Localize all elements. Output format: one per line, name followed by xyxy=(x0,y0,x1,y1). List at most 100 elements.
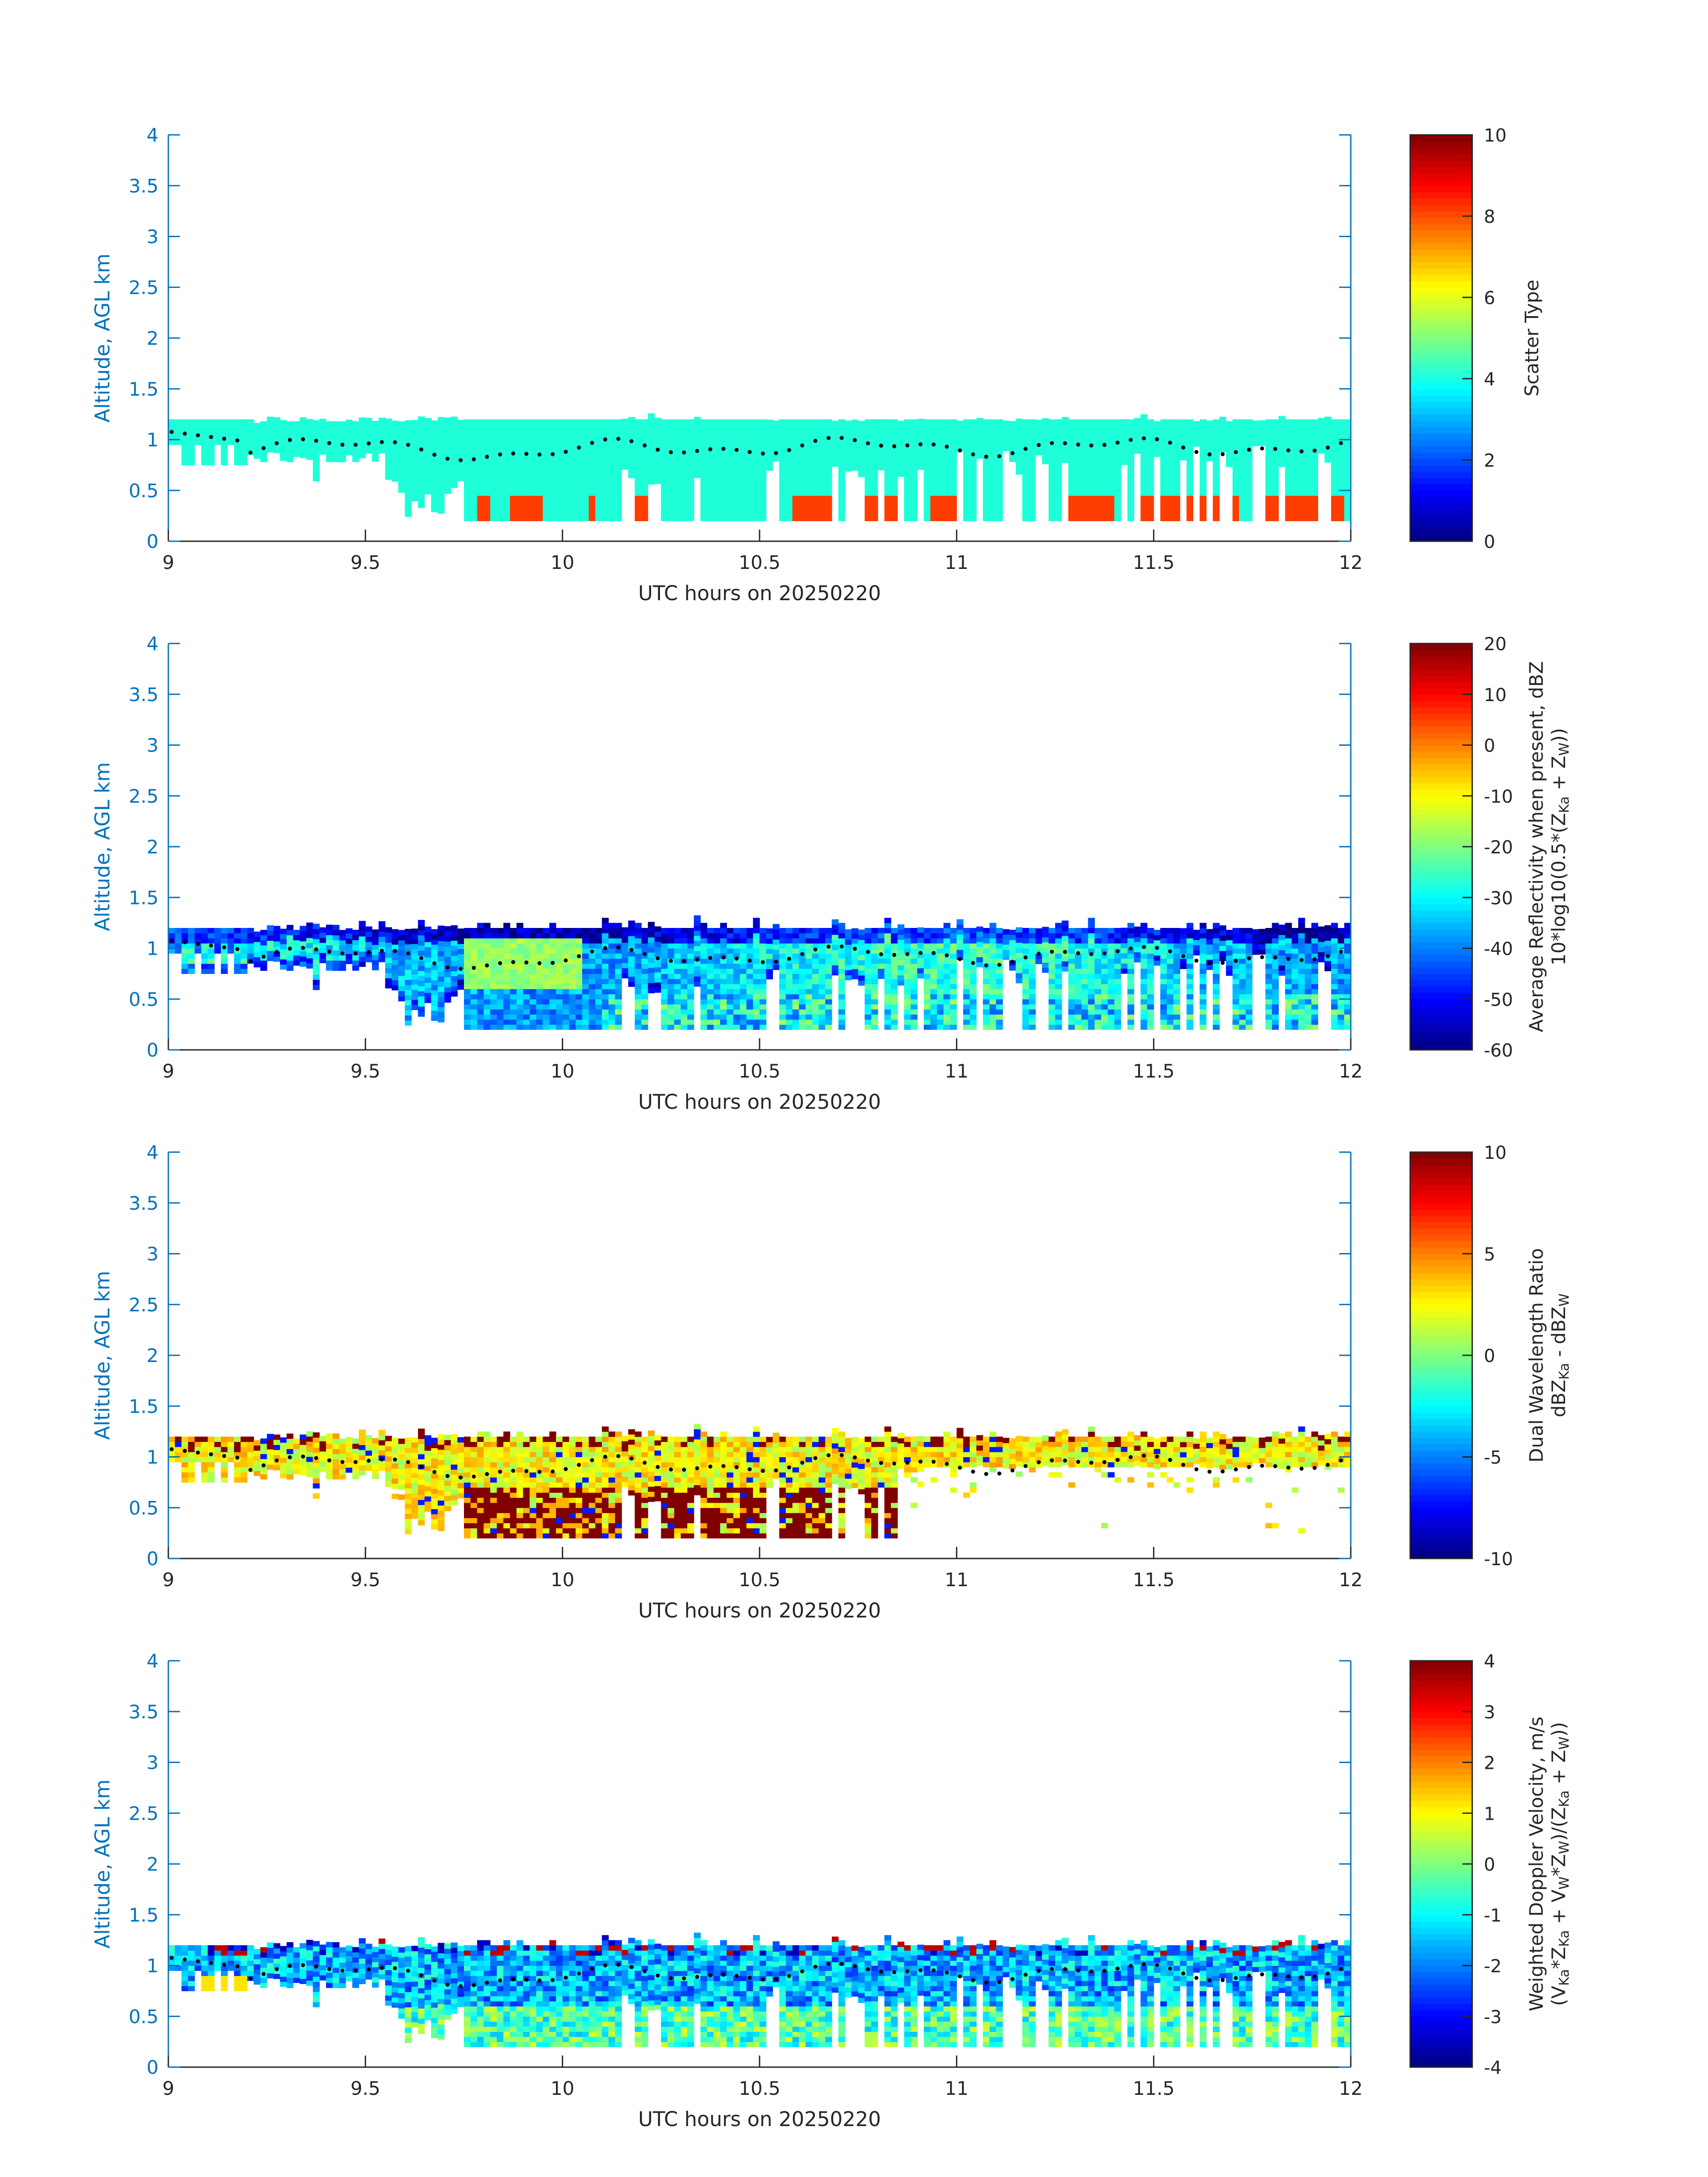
heatmap-cell xyxy=(431,446,438,451)
heatmap-cell xyxy=(963,963,970,969)
heatmap-cell xyxy=(635,490,642,496)
heatmap-cell xyxy=(536,943,543,949)
heatmap-cell xyxy=(536,444,543,450)
heatmap-cell xyxy=(516,978,523,984)
heatmap-cell xyxy=(1265,490,1273,496)
heatmap-cell xyxy=(536,978,543,984)
heatmap-cell xyxy=(674,1004,681,1010)
heatmap-cell xyxy=(628,956,635,961)
heatmap-cell xyxy=(864,495,872,501)
heatmap-cell xyxy=(464,485,471,491)
heatmap-cell xyxy=(937,485,944,491)
heatmap-cell xyxy=(168,933,175,939)
heatmap-cell xyxy=(516,429,523,435)
heatmap-cell xyxy=(910,506,918,511)
heatmap-cell xyxy=(884,1014,891,1020)
heatmap-cell xyxy=(720,928,727,933)
heatmap-cell xyxy=(188,439,195,445)
heatmap-cell xyxy=(405,964,412,970)
heatmap-cell xyxy=(864,435,872,440)
heatmap-cell xyxy=(904,435,911,440)
heatmap-cell xyxy=(687,506,694,511)
heatmap-cell xyxy=(1015,942,1023,948)
heatmap-cell xyxy=(372,965,379,970)
heatmap-cell xyxy=(983,510,990,516)
heatmap-cell xyxy=(819,480,826,486)
heatmap-cell xyxy=(989,928,997,933)
heatmap-cell xyxy=(510,455,517,460)
heatmap-cell xyxy=(996,989,1003,994)
heatmap-cell xyxy=(963,516,970,522)
heatmap-cell xyxy=(313,939,320,944)
heatmap-cell xyxy=(806,1009,813,1015)
heatmap-cell xyxy=(838,923,845,928)
heatmap-cell xyxy=(739,948,747,954)
heatmap-cell xyxy=(582,490,589,496)
heatmap-cell xyxy=(556,460,563,465)
heatmap-cell xyxy=(168,439,175,445)
heatmap-cell xyxy=(1337,470,1345,476)
heatmap-cell xyxy=(838,501,845,506)
heatmap-cell xyxy=(601,984,609,990)
heatmap-cell xyxy=(871,480,878,486)
heatmap-cell xyxy=(681,470,688,476)
heatmap-cell xyxy=(556,928,563,933)
heatmap-cell xyxy=(687,943,694,949)
heatmap-cell xyxy=(332,436,340,442)
heatmap-cell xyxy=(477,419,484,425)
heatmap-cell xyxy=(996,974,1003,979)
heatmap-cell xyxy=(838,470,845,476)
heatmap-cell xyxy=(497,516,504,522)
heatmap-cell xyxy=(319,434,326,439)
heatmap-cell xyxy=(306,932,313,938)
heatmap-cell xyxy=(405,979,412,985)
heatmap-cell xyxy=(470,506,477,511)
heatmap-cell xyxy=(753,1019,760,1025)
heatmap-cell xyxy=(812,969,819,974)
layer-dot xyxy=(918,442,923,447)
heatmap-cell xyxy=(733,429,740,435)
heatmap-cell xyxy=(714,938,721,944)
heatmap-cell xyxy=(687,933,694,939)
heatmap-cell xyxy=(510,953,517,959)
heatmap-cell xyxy=(556,465,563,471)
heatmap-cell xyxy=(733,974,740,979)
heatmap-cell xyxy=(1081,506,1089,511)
heatmap-cell xyxy=(753,490,760,496)
heatmap-cell xyxy=(714,943,721,949)
heatmap-cell xyxy=(569,994,576,999)
heatmap-cell xyxy=(1147,450,1154,455)
heatmap-cell xyxy=(943,943,951,949)
heatmap-cell xyxy=(444,453,451,459)
heatmap-cell xyxy=(431,491,438,497)
heatmap-cell xyxy=(181,444,188,450)
heatmap-cell xyxy=(1114,444,1121,450)
heatmap-cell xyxy=(352,955,359,961)
heatmap-cell xyxy=(392,939,399,945)
heatmap-cell xyxy=(785,516,793,522)
heatmap-cell xyxy=(168,948,175,954)
heatmap-cell xyxy=(608,510,615,516)
heatmap-cell xyxy=(438,442,445,448)
heatmap-cell xyxy=(950,460,957,465)
heatmap-cell xyxy=(812,994,819,999)
heatmap-cell xyxy=(608,495,615,501)
heatmap-cell xyxy=(799,978,806,984)
heatmap-cell xyxy=(359,946,366,952)
heatmap-cell xyxy=(891,516,898,522)
heatmap-cell xyxy=(457,974,464,980)
heatmap-cell xyxy=(819,994,826,999)
heatmap-cell xyxy=(1186,510,1194,516)
heatmap-cell xyxy=(641,994,648,999)
heatmap-cell xyxy=(181,439,188,445)
heatmap-cell xyxy=(727,480,734,486)
heatmap-cell xyxy=(595,989,602,994)
heatmap-cell xyxy=(1167,485,1174,491)
heatmap-cell xyxy=(201,455,208,460)
heatmap-cell xyxy=(806,435,813,440)
heatmap-cell xyxy=(910,480,918,486)
heatmap-cell xyxy=(543,470,550,476)
heatmap-cell xyxy=(477,978,484,984)
heatmap-cell xyxy=(963,969,970,974)
